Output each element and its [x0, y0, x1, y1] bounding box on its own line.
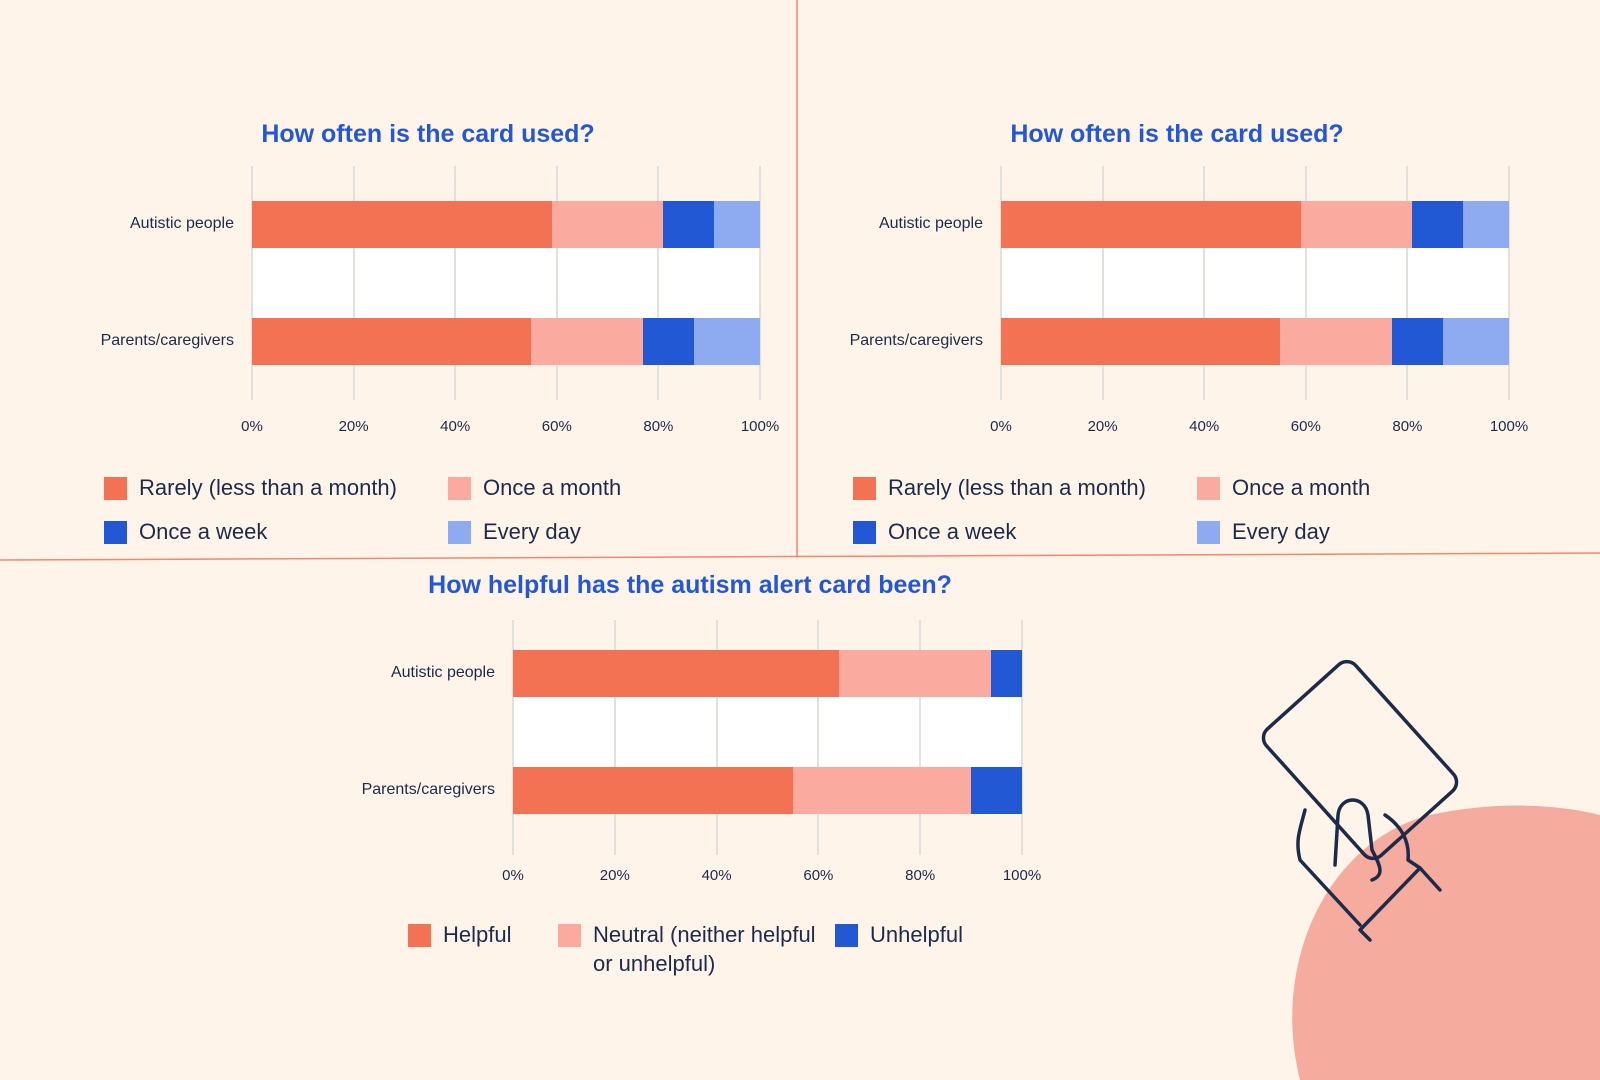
bar-segment	[1392, 318, 1443, 365]
gridline	[919, 620, 922, 855]
category-label: Autistic people	[878, 215, 983, 232]
x-tick-label: 40%	[701, 867, 732, 884]
gridline	[759, 166, 761, 400]
category-label: Autistic people	[129, 215, 234, 232]
bar-segment	[252, 318, 532, 365]
bar-segment	[991, 650, 1022, 697]
legend-swatch	[448, 477, 471, 500]
legend-swatch	[835, 924, 858, 947]
legend-swatch	[853, 521, 876, 544]
legend-swatch	[104, 477, 127, 500]
x-tick-label: 0%	[502, 867, 524, 884]
x-tick-label: 60%	[541, 418, 572, 435]
gridline	[817, 620, 820, 855]
legend-swatch	[558, 924, 581, 947]
bar-segment	[971, 767, 1022, 814]
x-tick-label: 80%	[643, 418, 674, 435]
bar-segment	[1280, 318, 1393, 365]
gridline	[454, 166, 457, 400]
x-tick-label: 40%	[1189, 418, 1220, 435]
legend-label: Every day	[483, 519, 581, 544]
gridline	[1406, 166, 1409, 400]
chart-title: How helpful has the autism alert card be…	[428, 571, 952, 599]
legend-label: Rarely (less than a month)	[888, 475, 1146, 500]
gridline	[1508, 166, 1510, 400]
gridline	[251, 166, 253, 400]
legend-swatch	[853, 477, 876, 500]
legend-label: Neutral (neither helpful or unhelpful)	[593, 922, 816, 976]
x-tick-label: 40%	[440, 418, 471, 435]
category-label: Parents/caregivers	[361, 781, 495, 798]
gridline	[1101, 166, 1104, 400]
x-tick-label: 100%	[1489, 418, 1529, 435]
bar-segment	[1001, 318, 1281, 365]
legend-label: Unhelpful	[870, 922, 963, 947]
gridline	[555, 166, 558, 400]
bar-segment	[551, 201, 664, 248]
bar-segment	[1463, 201, 1509, 248]
bar-segment	[513, 650, 839, 697]
bar-segment	[792, 767, 972, 814]
bar-segment	[643, 318, 694, 365]
bar-segment	[1300, 201, 1413, 248]
x-tick-label: 20%	[599, 867, 630, 884]
gridline	[512, 620, 514, 855]
x-tick-label: 80%	[905, 867, 936, 884]
legend-swatch	[1197, 477, 1220, 500]
legend-label: Helpful	[443, 922, 512, 947]
bar-segment	[838, 650, 992, 697]
chart-title: How often is the card used?	[1010, 120, 1344, 148]
decorative-blob	[1292, 805, 1600, 1080]
bar-segment	[531, 318, 644, 365]
gridline	[715, 620, 718, 855]
category-label: Parents/caregivers	[849, 332, 983, 349]
bar-segment	[1442, 318, 1509, 365]
x-tick-label: 80%	[1392, 418, 1423, 435]
x-tick-label: 0%	[241, 418, 263, 435]
legend-label: Once a week	[888, 519, 1017, 544]
x-tick-label: 60%	[803, 867, 834, 884]
legend-swatch	[408, 924, 431, 947]
bar-segment	[693, 318, 760, 365]
x-tick-label: 60%	[1290, 418, 1321, 435]
bar-segment	[663, 201, 715, 248]
gridline	[352, 166, 355, 400]
legend-label: Once a month	[483, 475, 622, 500]
x-tick-label: 0%	[990, 418, 1012, 435]
x-tick-label: 20%	[1087, 418, 1118, 435]
legend-label: Rarely (less than a month)	[139, 475, 397, 500]
gridline	[613, 620, 616, 855]
hand-holding-card-icon	[1261, 659, 1459, 942]
gridline	[657, 166, 660, 400]
chart-title: How often is the card used?	[261, 120, 595, 148]
x-tick-label: 20%	[338, 418, 369, 435]
bar-segment	[714, 201, 760, 248]
gridline	[1304, 166, 1307, 400]
gridline	[1021, 620, 1023, 855]
legend-label: Once a month	[1232, 475, 1371, 500]
legend-swatch	[448, 521, 471, 544]
bar-segment	[1412, 201, 1464, 248]
legend-label: Every day	[1232, 519, 1330, 544]
bar-segment	[1001, 201, 1301, 248]
category-label: Autistic people	[390, 664, 495, 681]
horizontal-divider	[0, 552, 1600, 561]
gridline	[1000, 166, 1002, 400]
x-tick-label: 100%	[740, 418, 780, 435]
bar-segment	[252, 201, 552, 248]
legend-label: Once a week	[139, 519, 268, 544]
legend-swatch	[1197, 521, 1220, 544]
legend-swatch	[104, 521, 127, 544]
x-tick-label: 100%	[1002, 867, 1042, 884]
bar-segment	[513, 767, 793, 814]
gridline	[1203, 166, 1206, 400]
category-label: Parents/caregivers	[100, 332, 234, 349]
